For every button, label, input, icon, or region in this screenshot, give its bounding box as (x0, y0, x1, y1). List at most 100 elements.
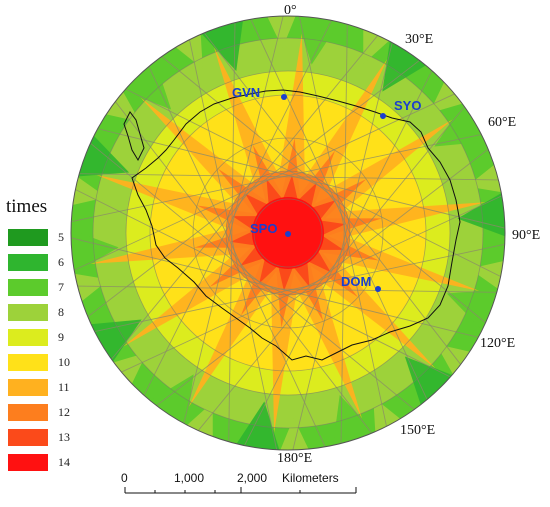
scale-tick-1000: 1,000 (174, 471, 205, 485)
legend-label: 5 (58, 230, 64, 244)
orbit-track (189, 39, 278, 450)
map-border (70, 15, 506, 451)
outer-wedge (87, 319, 142, 365)
station-dot-dom (375, 286, 381, 292)
legend-item: 10 (8, 354, 80, 372)
orbit-track (197, 106, 465, 431)
legend-swatch (8, 379, 48, 396)
graticule-circle (149, 94, 427, 372)
orbit-track (87, 59, 420, 318)
legend-label: 10 (58, 355, 70, 369)
station-label-dom: DOM (341, 274, 371, 289)
outer-wedge (120, 58, 172, 110)
legend-title: times (6, 196, 48, 217)
legend-swatch (8, 354, 48, 371)
outer-wedge (234, 401, 281, 450)
longitude-label-90e: 90°E (512, 228, 541, 243)
orbit-track (161, 56, 486, 324)
graticule-circle (225, 170, 351, 296)
orbit-track (250, 19, 428, 400)
outer-wedge (404, 356, 456, 408)
longitude-label-60e: 60°E (488, 115, 517, 130)
longitude-label-30e: 30°E (405, 32, 434, 47)
longitude-label-0: 0° (284, 3, 297, 18)
orbit-track (121, 195, 502, 373)
station-dot-syo (380, 113, 386, 119)
legend-label: 11 (58, 380, 70, 394)
orbit-track (292, 42, 393, 450)
outer-wedge (147, 374, 194, 428)
outer-wedge-light (71, 175, 107, 206)
antarctica-coastline (131, 89, 461, 361)
legend-item: 11 (8, 379, 80, 397)
outer-wedge-light (373, 397, 403, 435)
outer-wedge (199, 17, 244, 72)
orbit-track (71, 134, 482, 223)
outer-wedge-light (71, 273, 109, 304)
outer-wedge-light (173, 31, 203, 69)
orbit-track (125, 88, 501, 277)
outer-wedge-light (279, 417, 310, 450)
longitude-label-150e: 150°E (400, 423, 436, 438)
outer-wedge-light (110, 352, 147, 387)
outer-wedge (434, 101, 489, 147)
legend-item: 13 (8, 429, 80, 447)
longitude-label-120e: 120°E (480, 336, 516, 351)
legend-swatch (8, 404, 48, 421)
legend-item: 14 (8, 454, 80, 472)
station-dot-spo (285, 231, 291, 237)
station-dot-gvn (281, 94, 287, 100)
orbit-track (77, 285, 497, 293)
longitude-label-180e: 180°E (277, 451, 313, 466)
orbit-track-lines (71, 16, 505, 450)
legend-label: 14 (58, 455, 70, 469)
orbit-track (74, 93, 455, 271)
graticule-circle (92, 37, 484, 429)
orbit-track (79, 173, 499, 181)
legend-swatch (8, 329, 48, 346)
legend-label: 6 (58, 255, 64, 269)
outer-wedge (332, 394, 377, 449)
antarctic-peninsula (123, 111, 145, 162)
orbit-track (298, 16, 387, 427)
orbit-track (94, 243, 505, 332)
legend-label: 7 (58, 280, 64, 294)
legend-swatch (8, 304, 48, 321)
orbit-track (75, 189, 451, 378)
scale-unit: Kilometers (282, 471, 339, 485)
orbit-track (340, 24, 348, 444)
legend-swatch (8, 454, 48, 471)
orbit-track (97, 128, 505, 229)
scale-tick-2000: 2,000 (237, 471, 268, 485)
legend-label: 9 (58, 330, 64, 344)
graticule-circles (92, 37, 484, 429)
legend-swatch (8, 279, 48, 296)
legend-swatch (8, 229, 48, 246)
station-label-spo: SPO (250, 221, 277, 236)
scale-tick-0: 0 (121, 471, 128, 485)
outer-wedge-light (266, 16, 297, 49)
station-label-syo: SYO (394, 98, 421, 113)
legend-item: 5 (8, 229, 80, 247)
outer-wedge (295, 16, 342, 65)
orbit-track (111, 35, 379, 360)
orbit-track (71, 237, 479, 338)
legend-label: 13 (58, 430, 70, 444)
legend-item: 7 (8, 279, 80, 297)
graticule-circle (253, 198, 323, 268)
outer-wedge (382, 38, 429, 92)
legend-label: 8 (58, 305, 64, 319)
legend-swatch (8, 254, 48, 271)
scale-bar (124, 487, 357, 494)
legend-swatch (8, 429, 48, 446)
station-markers: GVN SYO SPO DOM (232, 85, 421, 292)
orbit-track (156, 148, 489, 407)
orbit-track (90, 142, 415, 410)
outer-wedge-light (467, 162, 505, 193)
legend-item: 6 (8, 254, 80, 272)
station-label-gvn: GVN (232, 85, 260, 100)
outer-wedge-light (436, 343, 473, 377)
graticule-circle (192, 137, 384, 329)
legend-item: 8 (8, 304, 80, 322)
